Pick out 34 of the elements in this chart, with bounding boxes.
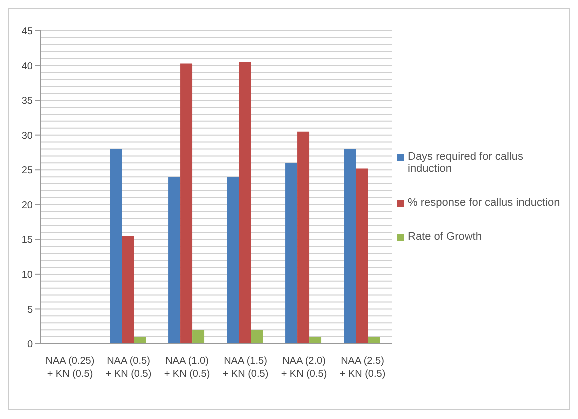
- y-tick-label: 0: [27, 340, 34, 351]
- y-tick-label: 30: [22, 130, 34, 142]
- bar: [239, 62, 252, 344]
- bar: [134, 337, 146, 344]
- legend-label: Rate of Growth: [408, 231, 482, 243]
- bar: [168, 177, 181, 344]
- y-tick-label: 10: [22, 270, 34, 281]
- bar: [227, 177, 240, 344]
- y-tick-label: 25: [22, 166, 34, 177]
- x-tick-label: NAA (2.5) + KN (0.5): [340, 356, 386, 380]
- bar: [356, 168, 368, 344]
- y-tick-label: 20: [22, 200, 34, 212]
- x-tick-label: NAA (1.0) + KN (0.5): [164, 356, 210, 380]
- bar: [122, 236, 134, 344]
- bar: [368, 337, 380, 344]
- x-tick-label: NAA (2.0) + KN (0.5): [281, 356, 328, 380]
- y-tick-label: 5: [27, 304, 34, 316]
- bar: [110, 149, 122, 344]
- bar: [286, 163, 298, 344]
- x-tick-label: NAA (0.25) + KN (0.5): [46, 356, 95, 380]
- legend-label: % response for callus induction: [408, 197, 560, 209]
- y-tick-label: 45: [22, 26, 34, 38]
- y-tick-label: 35: [22, 96, 34, 108]
- bar: [192, 330, 205, 344]
- bar: [298, 132, 310, 344]
- y-tick-label: 40: [22, 61, 34, 72]
- bar: [310, 337, 322, 344]
- bar: [180, 64, 193, 344]
- x-tick-label: NAA (0.5) + KN (0.5): [106, 356, 152, 380]
- x-tick-label: NAA (1.5) + KN (0.5): [222, 356, 269, 380]
- bar: [251, 330, 264, 344]
- legend-label: Days required for callus induction: [408, 151, 525, 175]
- y-tick-label: 15: [22, 235, 34, 246]
- bar: [344, 149, 356, 344]
